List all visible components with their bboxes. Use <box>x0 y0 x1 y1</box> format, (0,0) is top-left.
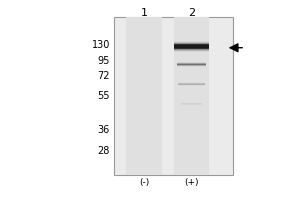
Text: 28: 28 <box>98 146 110 156</box>
Text: 130: 130 <box>92 40 110 50</box>
Text: 55: 55 <box>98 91 110 101</box>
Bar <box>174 45 209 46</box>
Bar <box>174 42 209 43</box>
Bar <box>174 41 209 42</box>
Bar <box>174 44 209 45</box>
Bar <box>174 47 209 48</box>
Bar <box>174 43 209 44</box>
Bar <box>174 50 209 51</box>
Bar <box>174 49 209 50</box>
Bar <box>126 17 162 175</box>
Text: (+): (+) <box>184 178 199 187</box>
Text: 95: 95 <box>98 56 110 66</box>
Text: 2: 2 <box>188 8 195 18</box>
Bar <box>114 17 233 175</box>
Bar <box>174 17 209 175</box>
Text: (-): (-) <box>139 178 149 187</box>
Text: 36: 36 <box>98 125 110 135</box>
Bar <box>174 46 209 47</box>
Bar <box>174 51 209 52</box>
Bar <box>174 48 209 49</box>
Text: 1: 1 <box>141 8 148 18</box>
Text: 72: 72 <box>98 71 110 81</box>
